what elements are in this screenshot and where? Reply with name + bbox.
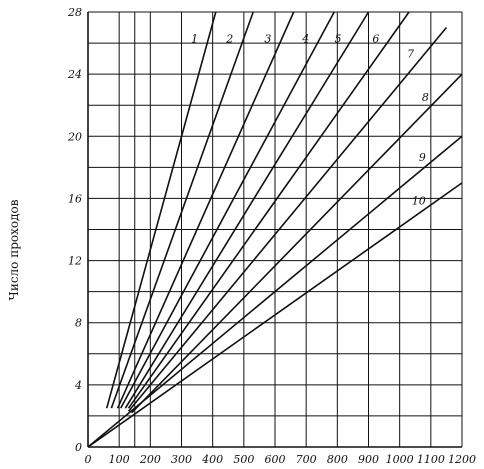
series-line-8	[131, 73, 463, 414]
x-tick-label: 800	[327, 453, 348, 466]
line-label-3: 3	[264, 33, 271, 46]
series-line-5	[124, 11, 370, 409]
x-tick-label: 500	[233, 453, 254, 466]
x-tick-label: 1200	[448, 453, 476, 466]
line-label-4: 4	[301, 33, 309, 46]
y-tick-label: 8	[75, 317, 82, 330]
series-lines	[87, 11, 463, 448]
series-line-7	[127, 27, 448, 412]
series-line-1	[105, 11, 217, 409]
x-tick-label: 400	[201, 453, 223, 466]
line-label-6: 6	[372, 33, 379, 46]
line-label-9: 9	[419, 151, 426, 164]
y-tick-label: 24	[67, 68, 82, 81]
line-labels: 1 2 3 4 5 6 7 8 9 10	[191, 33, 429, 208]
series-line-3	[116, 11, 295, 409]
y-tick-label: 20	[67, 130, 82, 143]
y-tick-label: 16	[68, 192, 82, 205]
x-tick-label: 1100	[417, 453, 445, 466]
line-label-7: 7	[407, 47, 414, 60]
line-label-5: 5	[334, 33, 341, 46]
x-tick-label: 1000	[386, 453, 414, 466]
x-tick-label: 600	[265, 453, 286, 466]
grid	[87, 11, 463, 448]
series-line-9	[87, 135, 463, 448]
series-line-10	[87, 182, 463, 448]
x-tick-label: 900	[358, 453, 379, 466]
series-line-4	[120, 11, 335, 409]
y-tick-label: 4	[74, 379, 82, 392]
tick-labels: 0 100 200 300 400 500 600 700 800 900 1000 1100 1200…	[67, 6, 476, 466]
series-line-6	[127, 11, 410, 409]
x-tick-label: 100	[109, 453, 130, 466]
line-label-10: 10	[412, 194, 426, 207]
y-tick-label: 0	[75, 441, 82, 454]
x-tick-label: 0	[85, 453, 92, 466]
y-axis-label: Число проходов	[7, 199, 21, 300]
y-tick-label: 12	[68, 255, 82, 268]
x-tick-label: 200	[139, 453, 161, 466]
x-tick-label: 300	[171, 453, 192, 466]
line-label-1: 1	[191, 33, 198, 46]
x-tick-label: 700	[296, 453, 317, 466]
y-tick-label: 28	[67, 6, 82, 19]
line-label-2: 2	[225, 33, 233, 46]
series-line-2	[110, 11, 254, 409]
line-label-8: 8	[422, 91, 429, 104]
